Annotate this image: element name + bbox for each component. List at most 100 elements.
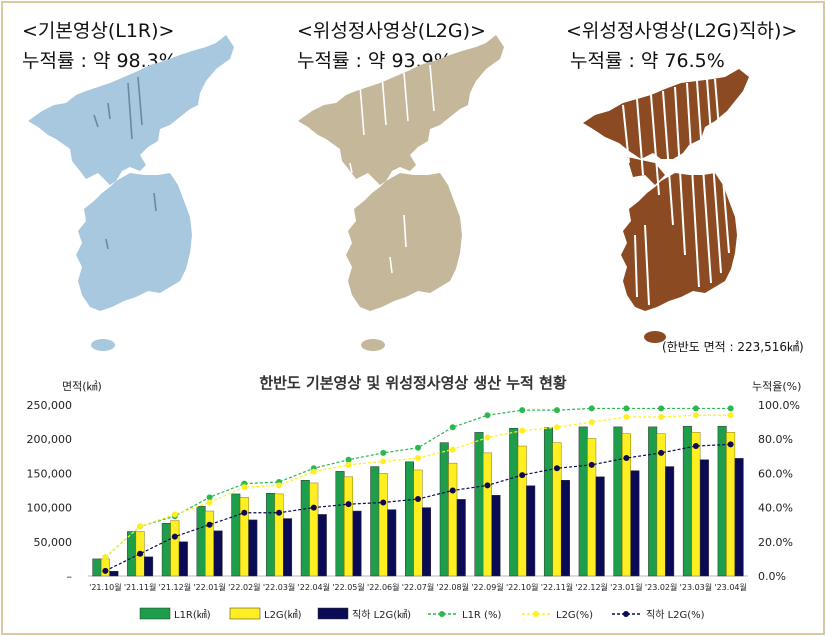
bar-직하 L2G(㎢): [422, 507, 431, 577]
bar-직하 L2G(㎢): [248, 519, 258, 577]
bar-직하 L2G(㎢): [387, 509, 397, 577]
bar-L2G(㎢): [517, 445, 527, 577]
bar-L2G(㎢): [552, 442, 562, 577]
bar-L2G(㎢): [482, 452, 492, 577]
bar-L2G(㎢): [587, 438, 597, 577]
bar-직하 L2G(㎢): [317, 514, 327, 577]
y-tick-label: 100,000: [27, 502, 73, 515]
point-직하 L2G(%): [623, 455, 630, 462]
korea-map-l1r: [28, 35, 234, 351]
point-L2G(%): [658, 413, 665, 420]
right-axis-unit: 누적율(%): [752, 380, 802, 393]
x-tick-label: '22.02월: [228, 582, 260, 592]
chart-title: 한반도 기본영상 및 위성정사영상 생산 누적 현황: [259, 374, 567, 392]
x-tick-label: '22.01월: [193, 582, 225, 592]
map-title: <기본영상(L1R)>: [22, 20, 175, 42]
point-L2G(%): [345, 461, 352, 468]
korea-landmass: [28, 35, 234, 185]
bar-직하 L2G(㎢): [352, 510, 362, 577]
legend-swatch: [317, 607, 349, 620]
x-tick-label: '21.10월: [89, 582, 121, 592]
map-coverage: 누적률 : 약 93.9%: [297, 50, 452, 72]
bar-L1R(㎢): [161, 523, 171, 577]
point-L1R (%): [623, 405, 630, 412]
point-L2G(%): [310, 468, 317, 475]
point-L2G(%): [276, 482, 283, 489]
point-L2G(%): [727, 412, 734, 419]
legend-marker: [439, 611, 445, 617]
map-title: <위성정사영상(L2G)>: [297, 20, 486, 42]
point-직하 L2G(%): [553, 465, 560, 472]
bar-L1R(㎢): [543, 427, 553, 577]
map-coverage: 누적률 : 약 98.3%: [22, 50, 177, 72]
point-L1R (%): [206, 494, 213, 501]
bar-L2G(㎢): [205, 510, 215, 577]
bar-직하 L2G(㎢): [144, 556, 154, 577]
bar-직하 L2G(㎢): [213, 530, 223, 577]
point-L1R (%): [449, 424, 456, 431]
legend-label: 직하 L2G(㎢): [352, 608, 411, 621]
point-L2G(%): [241, 484, 248, 491]
point-L2G(%): [449, 446, 456, 453]
point-직하 L2G(%): [276, 509, 283, 516]
bar-L1R(㎢): [717, 425, 727, 577]
bar-L1R(㎢): [196, 505, 206, 577]
point-L1R (%): [345, 456, 352, 463]
point-L1R (%): [553, 407, 560, 414]
point-직하 L2G(%): [310, 504, 317, 511]
legend-label: L2G(%): [556, 610, 593, 621]
point-L1R (%): [692, 405, 699, 412]
bar-직하 L2G(㎢): [283, 518, 293, 577]
point-L1R (%): [658, 405, 665, 412]
bar-L1R(㎢): [231, 493, 241, 577]
bar-직하 L2G(㎢): [595, 476, 605, 577]
point-L1R (%): [415, 444, 421, 451]
x-tick-label: '22.09월: [471, 582, 503, 592]
bar-L1R(㎢): [370, 466, 380, 577]
point-L2G(%): [519, 427, 526, 434]
x-tick-label: '22.07월: [402, 582, 434, 592]
y2-tick-label: 20.0%: [758, 536, 793, 549]
cumulative-production-chart: – 50,000 100,000 150,000 200,000 250,000 0.0% 2…: [27, 399, 800, 621]
point-L2G(%): [102, 554, 109, 561]
point-L2G(%): [137, 523, 144, 530]
point-직하 L2G(%): [449, 487, 456, 494]
bar-직하 L2G(㎢): [630, 470, 640, 577]
x-tick-label: '22.10월: [506, 582, 538, 592]
y-tick-label: 200,000: [27, 433, 73, 446]
point-L2G(%): [588, 419, 595, 426]
bar-L2G(㎢): [274, 493, 284, 577]
left-axis-unit: 면적(㎢): [62, 380, 102, 393]
bar-L1R(㎢): [92, 558, 102, 577]
bar-L2G(㎢): [239, 497, 249, 577]
bar-직하 L2G(㎢): [560, 479, 570, 577]
bar-L1R(㎢): [648, 426, 658, 577]
y2-tick-label: 40.0%: [758, 502, 793, 515]
point-L2G(%): [553, 424, 560, 431]
bar-직하 L2G(㎢): [665, 466, 675, 577]
point-L1R (%): [380, 449, 387, 456]
peninsula-area-note: (한반도 면적 : 223,516㎢): [662, 340, 804, 354]
point-직하 L2G(%): [171, 533, 178, 540]
bar-직하 L2G(㎢): [734, 458, 744, 577]
y2-tick-label: 80.0%: [758, 433, 793, 446]
bar-L2G(㎢): [344, 476, 354, 577]
bar-L1R(㎢): [335, 471, 345, 577]
y-tick-label: 50,000: [34, 536, 73, 549]
bar-L2G(㎢): [726, 432, 736, 577]
x-tick-label: '23.04월: [714, 582, 746, 592]
point-직하 L2G(%): [345, 501, 352, 508]
point-직하 L2G(%): [241, 509, 248, 516]
point-직하 L2G(%): [658, 449, 665, 456]
korea-south: [76, 173, 192, 311]
x-tick-label: '23.02월: [645, 582, 677, 592]
map-panel-l2g: <위성정사영상(L2G)> 누적률 : 약 93.9%: [275, 0, 550, 340]
x-tick-label: '21.12월: [159, 582, 191, 592]
legend-label: L1R (%): [462, 610, 501, 621]
point-L2G(%): [415, 455, 421, 462]
point-L1R (%): [484, 412, 491, 419]
y2-tick-label: 100.0%: [758, 399, 800, 412]
y-tick-label: –: [67, 570, 73, 583]
point-직하 L2G(%): [206, 521, 213, 528]
y-tick-label: 150,000: [27, 467, 73, 480]
